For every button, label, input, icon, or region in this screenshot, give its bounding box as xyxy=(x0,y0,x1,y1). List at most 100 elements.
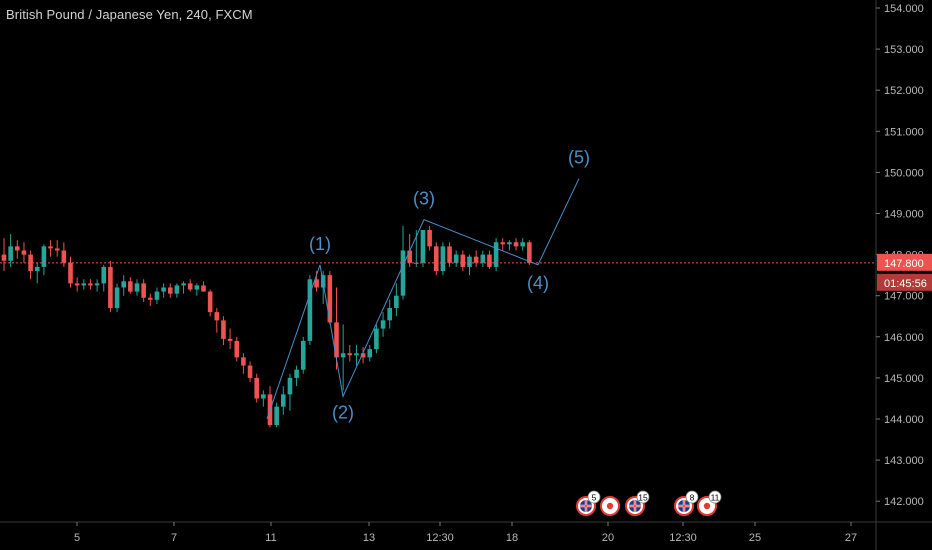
candle-body xyxy=(394,295,399,309)
candle-body xyxy=(181,283,186,286)
price-tick-label: 151.000 xyxy=(884,126,924,138)
candle-body xyxy=(427,229,432,247)
jp-flag-icon[interactable] xyxy=(600,496,620,516)
candle xyxy=(15,240,20,259)
price-tick-label: 153.000 xyxy=(884,44,924,56)
candle xyxy=(1,238,7,272)
candle xyxy=(8,234,13,267)
candle-body xyxy=(473,256,479,263)
event-count-label: 15 xyxy=(638,493,648,503)
candle-body xyxy=(234,340,240,358)
candle-body xyxy=(1,254,7,261)
candle xyxy=(513,238,519,251)
candle-body xyxy=(241,357,246,366)
wave-label: (1) xyxy=(309,234,331,254)
candle-body xyxy=(41,246,47,267)
price-axis: 154.000 153.000 152.000 151.000 150.000 149.0… xyxy=(875,0,932,550)
candle xyxy=(394,283,399,317)
candle-body xyxy=(300,340,306,370)
candle-body xyxy=(201,285,206,292)
current-price-badge xyxy=(877,253,932,271)
candle-body xyxy=(400,250,406,296)
candle xyxy=(181,281,186,294)
candle-body xyxy=(380,320,386,329)
candle xyxy=(101,264,107,292)
countdown-badge xyxy=(877,273,932,291)
candle xyxy=(387,299,392,329)
candle xyxy=(148,293,153,306)
candle-body xyxy=(114,287,120,309)
candle-body xyxy=(453,254,459,263)
candle-body xyxy=(21,250,27,255)
candle xyxy=(227,328,233,350)
candle xyxy=(61,242,67,267)
candle xyxy=(121,275,126,296)
candle xyxy=(467,254,472,276)
candle-body xyxy=(74,283,80,286)
current-price-label: 147.800 xyxy=(884,258,924,270)
candle-body xyxy=(15,246,20,251)
candle-body xyxy=(433,246,439,272)
event-count-badge xyxy=(636,490,650,504)
candle-body xyxy=(34,266,40,272)
wave-label: (3) xyxy=(413,189,435,209)
candle xyxy=(374,324,379,354)
event-count-badge xyxy=(587,490,601,504)
time-tick-label: 18 xyxy=(506,532,518,544)
candle xyxy=(294,365,299,387)
candle-body xyxy=(387,308,392,321)
candle-body xyxy=(81,283,87,286)
candle xyxy=(74,277,80,292)
candle-body xyxy=(174,285,180,294)
jp-flag-icon[interactable]: 11 xyxy=(697,490,722,516)
price-tick-label: 154.000 xyxy=(884,3,924,15)
candle-body xyxy=(61,250,67,263)
candle xyxy=(48,240,53,257)
candle xyxy=(460,250,466,272)
candle-body xyxy=(500,242,506,245)
candle xyxy=(21,242,27,263)
gb-flag-icon[interactable]: 15 xyxy=(625,490,650,516)
candle-body xyxy=(407,250,412,263)
candle xyxy=(261,390,266,407)
wave-line[interactable] xyxy=(266,178,580,420)
candle xyxy=(247,361,253,383)
gb-flag-icon[interactable]: 5 xyxy=(576,490,601,516)
candle-body xyxy=(360,353,366,358)
event-count-badge xyxy=(685,490,699,504)
candle-body xyxy=(161,287,166,292)
candle-body xyxy=(294,369,299,378)
candle-body xyxy=(154,291,160,300)
candle-body xyxy=(187,283,193,290)
candle xyxy=(128,277,133,294)
candle xyxy=(94,279,100,292)
candle xyxy=(480,250,486,267)
time-tick-label: 7 xyxy=(171,532,177,544)
candle xyxy=(427,225,432,251)
time-tick-label: 12:30 xyxy=(426,532,454,544)
candle xyxy=(527,240,532,265)
candle xyxy=(254,373,259,403)
candle-body xyxy=(314,279,319,288)
price-tick-label: 145.000 xyxy=(884,373,924,385)
candle-body xyxy=(334,322,339,358)
candle-body xyxy=(347,353,353,356)
price-tick-label: 144.000 xyxy=(884,414,924,426)
candle xyxy=(347,345,353,362)
candle-body xyxy=(247,365,253,378)
candle xyxy=(300,336,306,374)
symbol-title: British Pound / Japanese Yen, 240, FXCM xyxy=(6,7,253,22)
candle xyxy=(81,279,87,290)
candle xyxy=(28,250,33,280)
price-tick-label: 146.000 xyxy=(884,332,924,344)
candle xyxy=(41,244,47,276)
candle-body xyxy=(274,406,279,426)
price-tick-label: 143.000 xyxy=(884,455,924,467)
candle-body xyxy=(487,254,492,267)
candle-body xyxy=(141,283,146,298)
time-tick-label: 20 xyxy=(602,532,614,544)
candle xyxy=(174,283,180,298)
candle-body xyxy=(420,229,426,263)
gb-flag-icon[interactable]: 8 xyxy=(674,490,699,516)
